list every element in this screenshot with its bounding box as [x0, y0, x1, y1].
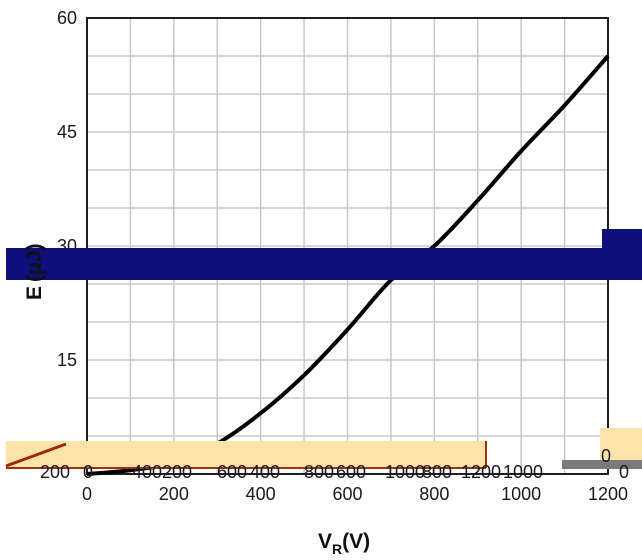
overlay-band-label: 1000: [503, 462, 543, 482]
overlay-band-label: 400: [132, 462, 162, 482]
overlay-band-label: 200: [40, 462, 70, 482]
overlay-band-label: 600: [336, 462, 366, 482]
y-tick-label: 60: [57, 8, 77, 28]
gray-overlay-bar: [562, 460, 642, 469]
x-tick-label: 800: [419, 484, 449, 504]
navy-overlay-block-right: [602, 229, 642, 280]
overlay-band-label: 200: [162, 462, 192, 482]
grid-lines: [87, 18, 608, 474]
overlay-band-label: 1200: [461, 462, 501, 482]
overlay-band-label: 1000: [385, 462, 425, 482]
x-tick-label: 0: [82, 484, 92, 504]
y-tick-label: 15: [57, 350, 77, 370]
overlay-band-label: 800: [304, 462, 334, 482]
peach-overlay-band: [6, 441, 486, 468]
x-tick-label: 1200: [588, 484, 628, 504]
overlay-band-label: 400: [250, 462, 280, 482]
overlay-red-curve: [5, 442, 67, 468]
x-tick-label: 600: [332, 484, 362, 504]
overlay-band-label: 600: [217, 462, 247, 482]
x-tick-label: 200: [159, 484, 189, 504]
overlay-band-label: 0: [83, 462, 93, 482]
y-tick-label: 45: [57, 122, 77, 142]
navy-overlay-bar: [6, 248, 602, 280]
overlay-small-label: 0: [601, 446, 611, 466]
x-axis-title: VR(V): [318, 530, 370, 557]
y-axis-title: E(μJ): [23, 243, 46, 300]
overlay-band-label: 800: [422, 462, 452, 482]
overlay-small-label: 0: [619, 462, 629, 482]
x-tick-label: 1000: [501, 484, 541, 504]
x-tick-label: 400: [246, 484, 276, 504]
